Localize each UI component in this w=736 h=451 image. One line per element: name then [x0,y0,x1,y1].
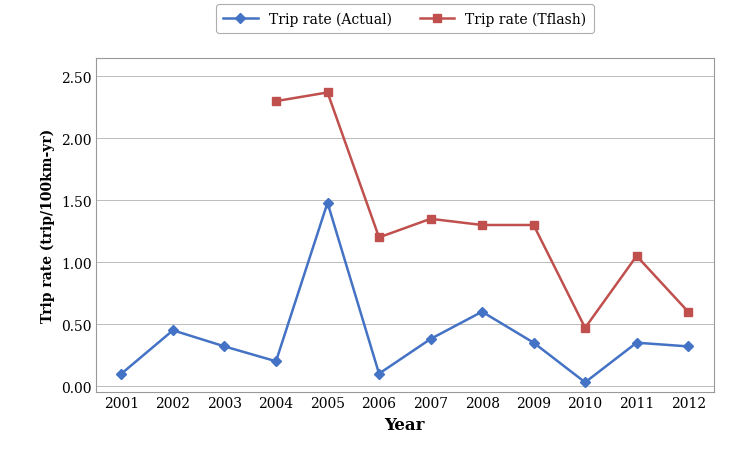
Trip rate (Actual) [581,380,590,385]
Trip rate (Actual) [478,309,486,315]
Y-axis label: Trip rate (trip/100km-yr): Trip rate (trip/100km-yr) [41,129,55,322]
Trip rate (Actual) [529,340,538,345]
Trip rate (Tflash) [684,309,693,315]
Trip rate (Tflash) [632,254,641,259]
Trip rate (Actual) [272,359,280,364]
Line: Trip rate (Actual): Trip rate (Actual) [118,200,692,386]
Trip rate (Tflash) [272,99,280,105]
Trip rate (Tflash) [426,216,435,222]
Line: Trip rate (Tflash): Trip rate (Tflash) [272,89,693,332]
Trip rate (Actual) [684,344,693,350]
Trip rate (Actual) [117,371,126,377]
Trip rate (Tflash) [581,325,590,331]
Trip rate (Actual) [220,344,229,350]
Legend: Trip rate (Actual), Trip rate (Tflash): Trip rate (Actual), Trip rate (Tflash) [216,5,593,34]
Trip rate (Actual) [375,371,383,377]
Trip rate (Tflash) [375,235,383,240]
X-axis label: Year: Year [384,416,425,433]
Trip rate (Actual) [632,340,641,345]
Trip rate (Actual) [169,328,177,333]
Trip rate (Tflash) [478,223,486,228]
Trip rate (Tflash) [323,91,332,96]
Trip rate (Actual) [426,336,435,342]
Trip rate (Tflash) [529,223,538,228]
Trip rate (Actual) [323,201,332,206]
